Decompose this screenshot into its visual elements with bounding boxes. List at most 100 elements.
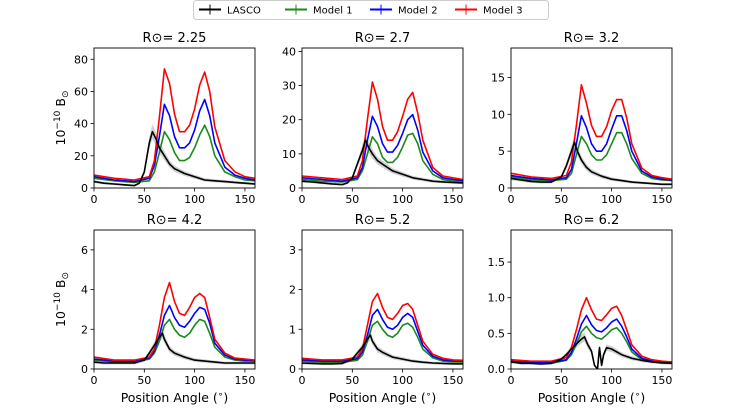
x-axis-label: Position Angle (∘) — [538, 390, 646, 405]
panel-1: R⊙= 2.25 0 50 100 150 0 20 40 60 80 10−10 B⊙ — [53, 31, 256, 206]
x-tick-label: 0 — [91, 374, 98, 387]
x-tick-label: 150 — [442, 193, 463, 206]
y-tick-label: 1.0 — [488, 292, 506, 305]
x-axis-label: Position Angle (∘) — [329, 390, 437, 405]
y-tick-label: 10 — [282, 148, 296, 161]
y-tick-label: 20 — [74, 150, 88, 163]
series-lasco — [511, 336, 672, 369]
y-tick-label: 4 — [81, 284, 88, 297]
x-tick-label: 50 — [137, 374, 151, 387]
panel-2: R⊙= 2.7 0 50 100 150 0 10 20 30 40 — [282, 31, 464, 206]
series-lasco — [94, 332, 255, 364]
x-tick-label: 0 — [508, 193, 515, 206]
panel-title: R⊙= 5.2 — [355, 213, 411, 228]
x-tick-label: 50 — [345, 374, 359, 387]
panel-title: R⊙= 4.2 — [147, 213, 203, 228]
y-tick-label: 1 — [289, 323, 296, 336]
x-tick-label: 0 — [91, 193, 98, 206]
series-model-2 — [511, 314, 672, 364]
y-tick-label: 10 — [491, 108, 505, 121]
x-tick-label: 50 — [137, 193, 151, 206]
series-model-3 — [94, 281, 255, 361]
panel-4: R⊙= 4.2 0 50 100 150 0 2 4 6 Position Angle (∘) 10… — [53, 213, 256, 405]
y-tick-label: 60 — [74, 85, 88, 98]
series-model-3 — [302, 292, 463, 362]
series-model-2 — [511, 115, 672, 181]
x-tick-label: 150 — [234, 374, 255, 387]
series-model-1 — [302, 132, 463, 183]
axes-frame — [93, 47, 256, 189]
y-tick-label: 0 — [81, 182, 88, 195]
series-model-1 — [302, 320, 463, 364]
y-tick-label: 2 — [81, 323, 88, 336]
panel-5: R⊙= 5.2 0 50 100 150 0 1 2 3 Position Angle (∘) — [289, 213, 464, 405]
series-model-3 — [511, 84, 672, 180]
x-tick-label: 150 — [234, 193, 255, 206]
series-lasco — [302, 139, 463, 186]
y-tick-label: 0 — [289, 182, 296, 195]
y-axis-label: 10−10 B⊙ — [53, 272, 71, 327]
y-tick-label: 20 — [282, 114, 296, 127]
x-axis-label: Position Angle (∘) — [121, 390, 229, 405]
series-model-2 — [94, 98, 255, 183]
x-tick-label: 150 — [442, 374, 463, 387]
legend-label-2: Model 2 — [398, 6, 438, 17]
y-tick-label: 5 — [498, 145, 505, 158]
series-model-3 — [302, 81, 463, 181]
legend-label-1: Model 1 — [313, 6, 353, 17]
y-tick-label: 0 — [81, 363, 88, 376]
panel-title: R⊙= 2.25 — [143, 31, 207, 46]
panel-6: R⊙= 6.2 0 50 100 150 0.0 0.5 1.0 1.5 Position Ang… — [488, 213, 673, 405]
x-tick-label: 150 — [651, 193, 672, 206]
x-tick-label: 100 — [601, 374, 622, 387]
panel-3: R⊙= 3.2 0 50 100 150 0 5 10 15 — [491, 31, 673, 206]
x-tick-label: 100 — [601, 193, 622, 206]
series-model-1 — [511, 131, 672, 182]
axes-frame — [301, 229, 464, 370]
x-tick-label: 0 — [299, 374, 306, 387]
series-model-3 — [511, 296, 672, 363]
x-tick-label: 50 — [554, 374, 568, 387]
series-model-2 — [302, 113, 463, 182]
x-tick-label: 100 — [392, 193, 413, 206]
y-tick-label: 15 — [491, 71, 505, 84]
panel-title: R⊙= 2.7 — [355, 31, 411, 46]
y-tick-label: 80 — [74, 53, 88, 66]
y-tick-label: 0 — [498, 182, 505, 195]
axes-frame — [93, 229, 256, 370]
y-tick-label: 1.5 — [488, 256, 506, 269]
x-tick-label: 0 — [508, 374, 515, 387]
x-tick-label: 50 — [554, 193, 568, 206]
x-tick-label: 100 — [184, 193, 205, 206]
legend-label-3: Model 3 — [483, 6, 523, 17]
y-tick-label: 40 — [282, 45, 296, 58]
axes-frame — [510, 229, 673, 370]
x-tick-label: 100 — [392, 374, 413, 387]
y-tick-label: 2 — [289, 284, 296, 297]
series-lasco — [94, 130, 255, 187]
x-tick-label: 0 — [299, 193, 306, 206]
series-model-1 — [94, 124, 255, 184]
axes-frame — [301, 47, 464, 189]
legend-label-0: LASCO — [227, 6, 261, 17]
y-tick-label: 40 — [74, 118, 88, 131]
y-tick-label: 30 — [282, 80, 296, 93]
y-tick-label: 0.0 — [488, 363, 506, 376]
y-axis-label: 10−10 B⊙ — [53, 90, 71, 145]
y-tick-label: 0.5 — [488, 327, 506, 340]
series-model-2 — [302, 308, 463, 362]
x-tick-label: 100 — [184, 374, 205, 387]
x-tick-label: 50 — [345, 193, 359, 206]
y-tick-label: 0 — [289, 363, 296, 376]
axes-frame — [510, 47, 673, 189]
y-tick-label: 6 — [81, 244, 88, 257]
series-model-3 — [94, 68, 255, 181]
panel-title: R⊙= 6.2 — [564, 213, 620, 228]
y-tick-label: 3 — [289, 244, 296, 257]
panel-title: R⊙= 3.2 — [564, 31, 620, 46]
x-tick-label: 150 — [651, 374, 672, 387]
legend: LASCO Model 1 Model 2 Model 3 — [193, 0, 549, 20]
series-lasco — [511, 141, 672, 186]
